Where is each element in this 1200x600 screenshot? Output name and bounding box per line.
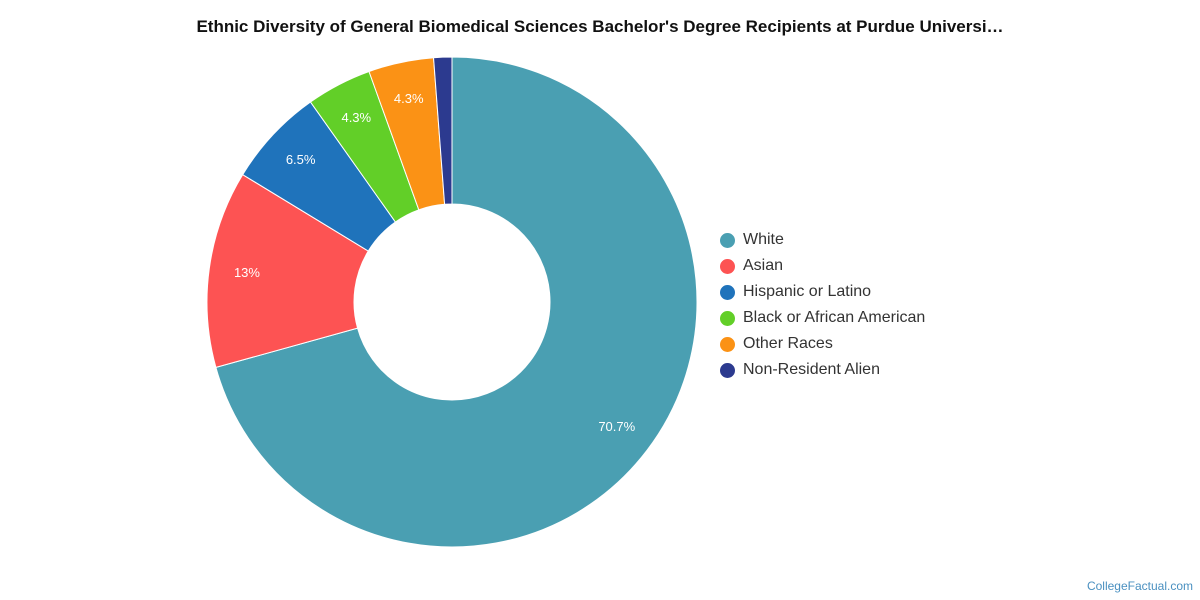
slice-white[interactable] [215, 56, 698, 548]
legend-swatch-black-or-african-american [720, 310, 735, 326]
legend-item-asian[interactable]: Asian [720, 253, 925, 279]
data-label-other-races: 4.3% [394, 91, 424, 106]
legend-item-non-resident-alien[interactable]: Non-Resident Alien [720, 357, 925, 383]
legend-label-non-resident-alien: Non-Resident Alien [743, 361, 880, 378]
legend-label-white: White [743, 231, 784, 248]
data-label-white: 70.7% [598, 419, 635, 434]
legend-item-white[interactable]: White [720, 227, 925, 253]
legend-swatch-non-resident-alien [720, 362, 735, 378]
legend-item-black-or-african-american[interactable]: Black or African American [720, 305, 925, 331]
data-label-asian: 13% [234, 265, 260, 280]
legend-label-asian: Asian [743, 257, 784, 274]
legend: White Asian Hispanic or Latino Black or Afr… [720, 227, 925, 383]
legend-label-black-or-african-american: Black or African American [743, 309, 926, 326]
legend-item-hispanic-or-latino[interactable]: Hispanic or Latino [720, 279, 925, 305]
legend-label-hispanic-or-latino: Hispanic or Latino [743, 283, 872, 300]
source-credit[interactable]: CollegeFactual.com [1086, 579, 1193, 593]
data-label-hispanic-or-latino: 6.5% [286, 152, 316, 167]
legend-swatch-white [720, 232, 735, 248]
legend-item-other-races[interactable]: Other Races [720, 331, 925, 357]
chart-title: Ethnic Diversity of General Biomedical S… [196, 17, 1004, 36]
slice-non-resident-alien[interactable] [433, 56, 453, 205]
legend-swatch-asian [720, 258, 735, 274]
data-label-black-or-african-american: 4.3% [341, 110, 371, 125]
slice-asian[interactable] [206, 173, 369, 369]
legend-label-other-races: Other Races [743, 335, 833, 352]
legend-swatch-other-races [720, 336, 735, 352]
legend-swatch-hispanic-or-latino [720, 284, 735, 300]
